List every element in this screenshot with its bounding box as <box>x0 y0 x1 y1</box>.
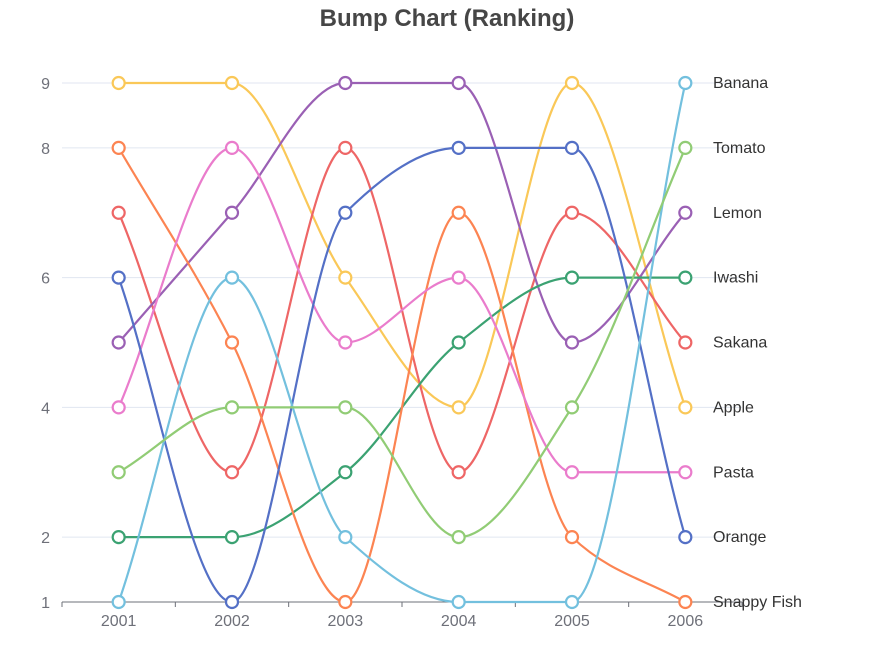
data-point-apple[interactable] <box>338 335 353 350</box>
data-point-tomato[interactable] <box>224 465 240 480</box>
data-point-apple[interactable] <box>678 465 693 480</box>
data-point-tomato[interactable] <box>111 205 126 220</box>
series-line-sakana <box>117 147 686 604</box>
data-point-sakana[interactable] <box>111 140 126 155</box>
data-point-sakana[interactable] <box>564 530 580 545</box>
x-axis: 2001 2002 2003 2004 2005 2006 <box>61 601 743 630</box>
x-tick-label: 2005 <box>554 613 590 630</box>
data-point-sakana[interactable] <box>678 594 693 610</box>
data-point-tomato[interactable] <box>338 140 353 155</box>
end-label: Orange <box>713 529 766 546</box>
series-line-lemon <box>117 81 687 344</box>
data-point-snappy-fish[interactable] <box>111 465 126 480</box>
y-tick-label: 2 <box>41 530 50 547</box>
data-point-apple[interactable] <box>111 400 126 415</box>
data-point-orange[interactable] <box>224 270 240 285</box>
data-point-pasta[interactable] <box>451 140 466 155</box>
data-point-banana[interactable] <box>338 270 353 285</box>
end-label: Iwashi <box>713 270 758 287</box>
data-point-sakana[interactable] <box>338 594 353 610</box>
end-label: Tomato <box>713 140 766 157</box>
x-tick-label: 2003 <box>328 613 364 630</box>
data-point-banana[interactable] <box>111 75 126 91</box>
end-label: Snappy Fish <box>713 594 802 611</box>
end-label: Apple <box>713 399 754 416</box>
data-point-snappy-fish[interactable] <box>678 140 693 155</box>
data-point-pasta[interactable] <box>678 530 693 545</box>
data-point-lemon[interactable] <box>338 75 353 91</box>
data-point-orange[interactable] <box>111 594 126 610</box>
series-lines <box>117 81 687 604</box>
data-point-orange[interactable] <box>338 530 353 545</box>
data-point-orange[interactable] <box>678 75 693 91</box>
end-label: Pasta <box>713 464 754 481</box>
end-labels: Banana Tomato Lemon Iwashi Sakana Apple Pasta O… <box>713 75 802 611</box>
data-point-lemon[interactable] <box>224 205 240 220</box>
data-point-snappy-fish[interactable] <box>338 400 353 415</box>
data-point-pasta[interactable] <box>224 594 240 610</box>
data-point-snappy-fish[interactable] <box>451 530 466 545</box>
series-line-apple <box>117 146 686 474</box>
data-point-orange[interactable] <box>564 594 580 610</box>
y-tick-label: 1 <box>41 595 50 612</box>
end-label: Sakana <box>713 335 767 352</box>
data-point-iwashi[interactable] <box>564 270 580 285</box>
y-tick-label: 9 <box>41 76 50 93</box>
chart-title: Bump Chart (Ranking) <box>320 5 575 32</box>
series-line-snappy-fish <box>118 147 687 539</box>
series-line-orange <box>117 82 687 604</box>
data-point-pasta[interactable] <box>564 140 580 155</box>
data-point-iwashi[interactable] <box>224 530 240 545</box>
data-point-lemon[interactable] <box>111 335 126 350</box>
data-point-apple[interactable] <box>564 465 580 480</box>
data-point-banana[interactable] <box>678 400 693 415</box>
x-tick-label: 2002 <box>214 613 250 630</box>
y-tick-label: 6 <box>41 271 50 288</box>
data-point-tomato[interactable] <box>564 205 580 220</box>
series-markers <box>111 75 693 610</box>
data-point-lemon[interactable] <box>564 335 580 350</box>
data-point-banana[interactable] <box>451 400 466 415</box>
data-point-lemon[interactable] <box>451 75 466 91</box>
data-point-sakana[interactable] <box>224 335 240 350</box>
x-tick-label: 2001 <box>101 613 137 630</box>
data-point-iwashi[interactable] <box>111 530 126 545</box>
data-point-sakana[interactable] <box>451 205 466 220</box>
data-point-lemon[interactable] <box>678 205 693 220</box>
data-point-iwashi[interactable] <box>678 270 693 285</box>
data-point-banana[interactable] <box>564 75 580 91</box>
data-point-snappy-fish[interactable] <box>224 400 240 415</box>
data-point-tomato[interactable] <box>451 465 466 480</box>
data-point-iwashi[interactable] <box>338 465 353 480</box>
series-line-pasta <box>117 146 687 604</box>
data-point-snappy-fish[interactable] <box>564 400 580 415</box>
x-tick-label: 2004 <box>441 613 477 630</box>
data-point-pasta[interactable] <box>111 270 126 285</box>
data-point-banana[interactable] <box>224 75 240 91</box>
y-tick-label: 8 <box>41 141 50 158</box>
data-point-orange[interactable] <box>451 594 466 610</box>
data-point-tomato[interactable] <box>678 335 693 350</box>
end-label: Banana <box>713 75 768 92</box>
y-axis: 1 2 4 6 8 9 <box>41 76 50 612</box>
data-point-apple[interactable] <box>451 270 466 285</box>
data-point-apple[interactable] <box>224 140 240 155</box>
end-label: Lemon <box>713 205 762 222</box>
x-tick-label: 2006 <box>668 613 704 630</box>
y-tick-label: 4 <box>41 400 50 417</box>
data-point-iwashi[interactable] <box>451 335 466 350</box>
data-point-pasta[interactable] <box>338 205 353 220</box>
